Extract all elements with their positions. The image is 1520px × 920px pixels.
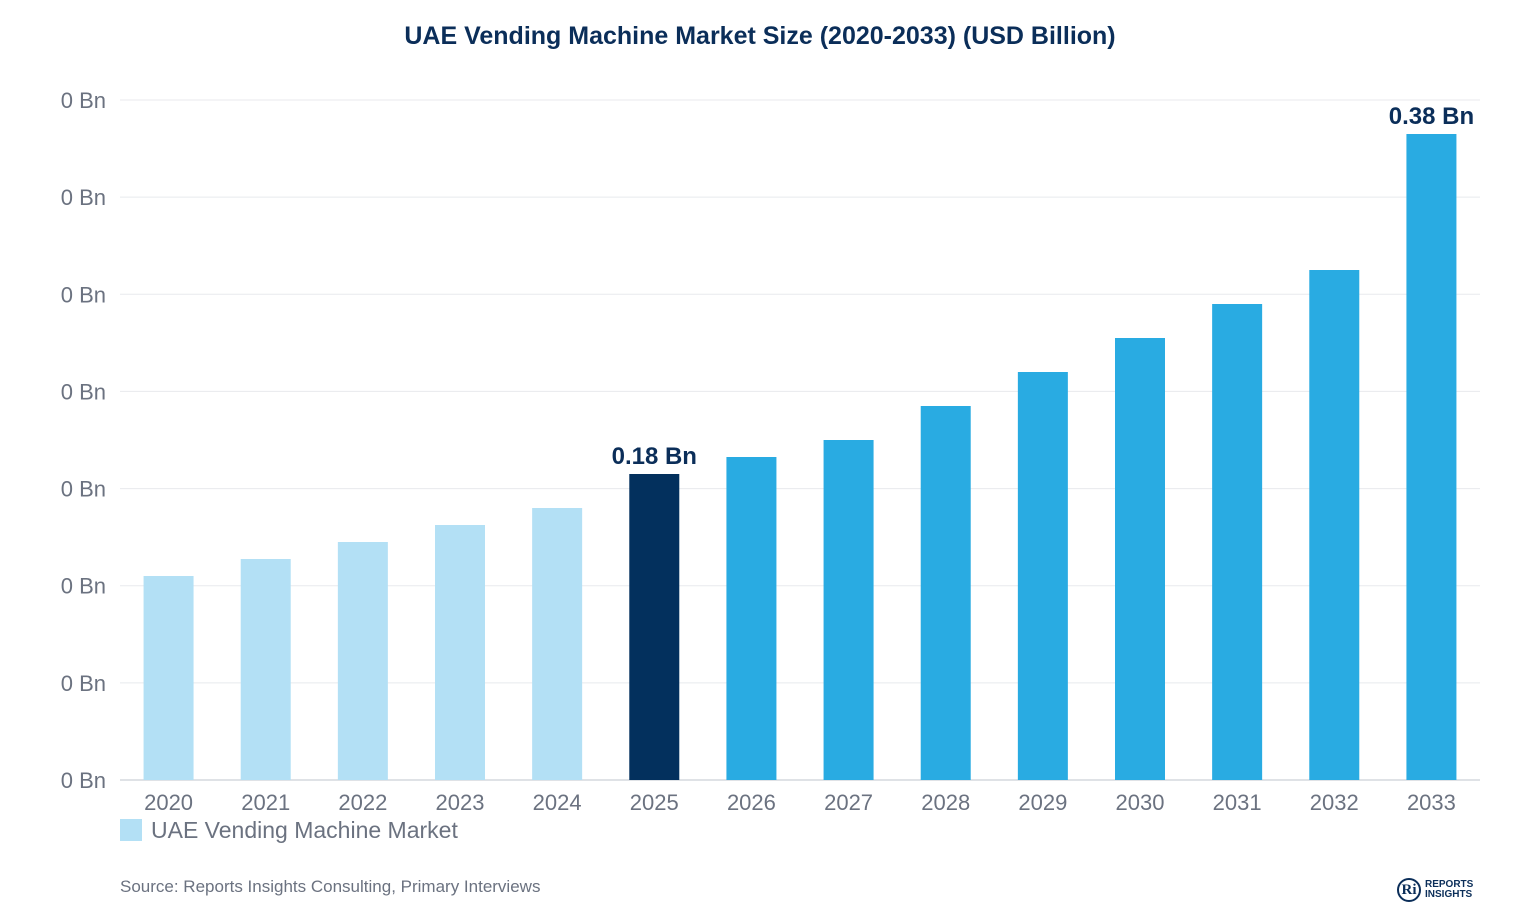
bar-2025 [629, 474, 680, 780]
bar-2021 [240, 559, 291, 780]
bar-2027 [823, 440, 874, 780]
y-axis-ticks: 0 Bn 0 Bn 0 Bn 0 Bn 0 Bn 0 Bn 0 Bn 0 Bn [61, 88, 106, 793]
data-labels: 0.18 Bn 0.38 Bn [612, 103, 1475, 470]
grid-lines [120, 99, 1480, 781]
y-tick-label: 0 Bn [61, 671, 106, 696]
logo-mark: Ri [1397, 878, 1421, 902]
x-tick-label: 2027 [824, 790, 873, 815]
bar-2030 [1115, 338, 1165, 780]
x-tick-label: 2026 [727, 790, 776, 815]
logo-text: REPORTS INSIGHTS [1425, 880, 1473, 900]
x-tick-label: 2028 [921, 790, 970, 815]
y-tick-label: 0 Bn [61, 574, 106, 599]
bar-2031 [1212, 304, 1263, 780]
x-tick-label: 2024 [533, 790, 582, 815]
x-tick-label: 2025 [630, 790, 679, 815]
chart-title: UAE Vending Machine Market Size (2020-20… [404, 22, 1116, 50]
x-axis-ticks: 2020 2021 2022 2023 2024 2025 2026 2027 2028 2029… [144, 790, 1456, 815]
x-tick-label: 2020 [144, 790, 193, 815]
bar-2023 [435, 525, 485, 780]
logo-line-1: REPORTS [1425, 879, 1474, 890]
bar-2022 [337, 542, 388, 780]
x-tick-label: 2029 [1018, 790, 1067, 815]
data-label-2033: 0.38 Bn [1389, 103, 1474, 130]
y-tick-label: 0 Bn [61, 282, 106, 307]
logo-line-2: INSIGHTS [1425, 889, 1473, 900]
x-tick-label: 2022 [338, 790, 387, 815]
bar-2028 [920, 406, 971, 780]
y-tick-label: 0 Bn [61, 768, 106, 793]
bar-2026 [726, 457, 777, 780]
legend: UAE Vending Machine Market [120, 816, 458, 844]
source-note: Source: Reports Insights Consulting, Pri… [120, 877, 541, 896]
y-tick-label: 0 Bn [61, 185, 106, 210]
y-tick-label: 0 Bn [61, 88, 106, 113]
x-tick-label: 2023 [436, 790, 485, 815]
bar-2024 [532, 508, 583, 780]
bar-2029 [1017, 372, 1068, 780]
y-tick-label: 0 Bn [61, 477, 106, 502]
logo: Ri REPORTS INSIGHTS [1397, 878, 1473, 902]
legend-label: UAE Vending Machine Market [151, 816, 458, 843]
data-label-2025: 0.18 Bn [612, 443, 697, 470]
bars [143, 134, 1457, 780]
y-tick-label: 0 Bn [61, 379, 106, 404]
x-tick-label: 2021 [241, 790, 290, 815]
x-tick-label: 2030 [1116, 790, 1165, 815]
legend-swatch [120, 819, 142, 841]
bar-2020 [143, 576, 194, 780]
x-tick-label: 2033 [1407, 790, 1456, 815]
bar-2032 [1309, 270, 1360, 780]
bar-2033 [1406, 134, 1457, 780]
x-tick-label: 2032 [1310, 790, 1359, 815]
x-tick-label: 2031 [1213, 790, 1262, 815]
